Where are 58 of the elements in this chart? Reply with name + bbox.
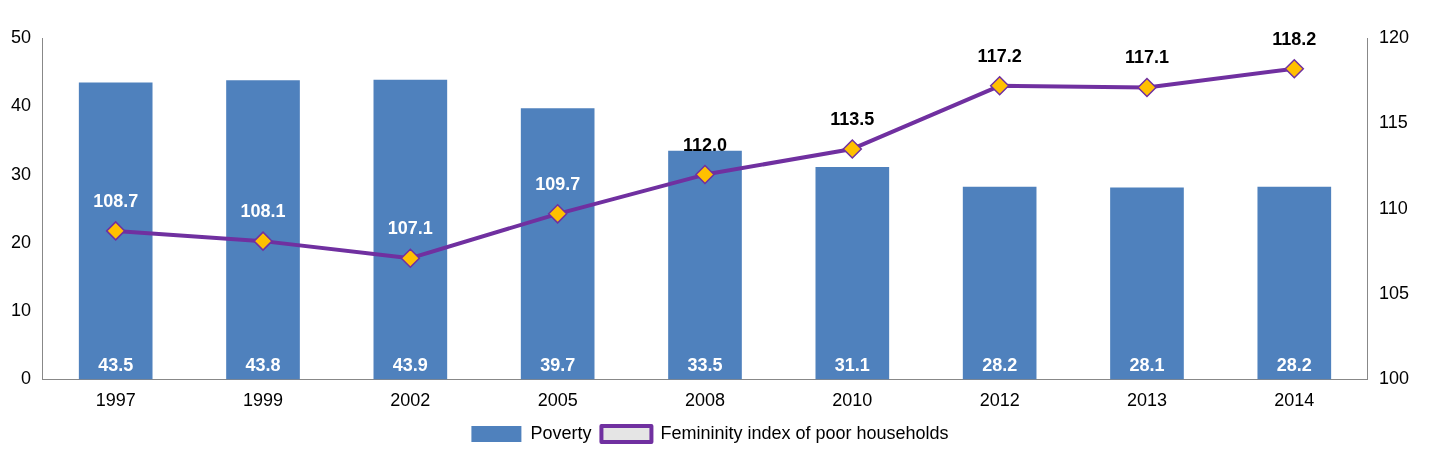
y2-tick-label: 115 — [1378, 112, 1408, 133]
x-tick-label: 2014 — [1274, 390, 1315, 411]
data-label: 39.7 — [540, 355, 576, 376]
y-tick-label: 50 — [10, 26, 32, 47]
bar — [962, 186, 1037, 380]
data-label: 28.2 — [982, 355, 1018, 376]
data-label: 43.9 — [392, 355, 428, 376]
y-tick-label: 10 — [10, 300, 32, 321]
data-label: 107.1 — [387, 218, 433, 239]
data-label: 28.1 — [1129, 355, 1165, 376]
data-label: 31.1 — [834, 355, 870, 376]
legend-label: Femininity index of poor households — [660, 422, 949, 443]
data-label: 28.2 — [1276, 355, 1312, 376]
point — [400, 248, 421, 268]
point — [1284, 58, 1305, 79]
data-label: 108.1 — [240, 201, 286, 222]
data-label: 117.2 — [977, 45, 1022, 66]
point — [253, 231, 273, 251]
x-tick-label: 2005 — [537, 390, 578, 411]
y-tick-label: 30 — [10, 163, 32, 184]
bar — [815, 167, 890, 380]
data-label: 108.7 — [93, 190, 139, 211]
x-tick-label: 1997 — [95, 390, 136, 411]
bar — [226, 80, 300, 380]
y2-tick-label: 100 — [1378, 368, 1410, 389]
point — [989, 76, 1010, 96]
x-tick-label: 2002 — [390, 390, 431, 411]
point — [105, 221, 126, 241]
point — [1137, 77, 1157, 98]
x-tick-label: 1999 — [242, 390, 284, 411]
bar — [1110, 187, 1184, 380]
x-tick-label: 2010 — [832, 390, 873, 411]
y2-tick-label: 120 — [1378, 26, 1410, 47]
bar — [1257, 186, 1332, 380]
y-tick-label: 40 — [10, 95, 32, 116]
y-tick-label: 20 — [10, 231, 32, 252]
point — [695, 164, 715, 185]
y2-tick-label: 105 — [1378, 283, 1410, 304]
x-tick-label: 2008 — [684, 390, 726, 411]
data-label: 43.8 — [245, 355, 281, 376]
x-tick-label: 2013 — [1126, 390, 1167, 411]
x-tick-label: 2012 — [979, 390, 1020, 411]
data-label: 113.5 — [830, 108, 875, 129]
y-tick-label: 0 — [21, 368, 32, 389]
bar — [668, 150, 742, 380]
data-label: 112.0 — [682, 134, 728, 155]
data-label: 117.1 — [1124, 47, 1170, 68]
data-label: 118.2 — [1272, 28, 1317, 49]
y2-tick-label: 110 — [1378, 197, 1408, 218]
point — [842, 139, 863, 159]
data-label: 33.5 — [687, 355, 723, 376]
bar — [78, 82, 153, 380]
bar — [373, 79, 448, 380]
data-label: 109.7 — [535, 173, 581, 194]
data-label: 43.5 — [98, 355, 134, 376]
point — [547, 204, 568, 224]
legend-label: Poverty — [530, 422, 592, 443]
bar — [520, 108, 595, 380]
